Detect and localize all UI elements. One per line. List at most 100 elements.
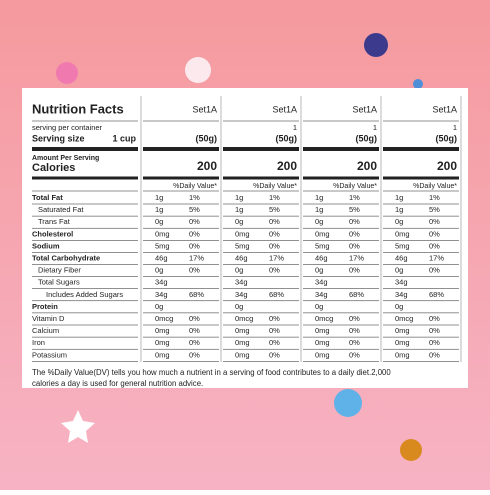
servings: 1 <box>453 123 457 132</box>
servings: 1 <box>293 123 297 132</box>
nutrient-label: Trans Fat <box>38 217 71 226</box>
amount: 0mg <box>235 229 250 238</box>
amount: 46g <box>395 253 408 262</box>
amount: 1g <box>235 193 243 202</box>
nutrient-label: Iron <box>32 338 45 347</box>
daily-value: 0% <box>269 338 280 347</box>
calories: 200 <box>357 159 377 173</box>
daily-value: 0% <box>269 350 280 359</box>
serving-weight: (50g) <box>275 133 297 143</box>
serving-size-label: Serving size <box>32 133 85 143</box>
amount: 0mg <box>235 338 250 347</box>
serving-weight: (50g) <box>435 133 457 143</box>
daily-value: 0% <box>349 350 360 359</box>
daily-value: 68% <box>189 290 204 299</box>
decor-ball <box>400 439 422 461</box>
amount: 34g <box>155 278 168 287</box>
decor-candy <box>334 389 362 417</box>
daily-value: 0% <box>349 229 360 238</box>
column-name: Set1A <box>432 104 457 114</box>
calories: 200 <box>437 159 457 173</box>
amount: 1g <box>395 193 403 202</box>
amount: 34g <box>155 290 168 299</box>
daily-value: 0% <box>429 326 440 335</box>
daily-value: 0% <box>429 229 440 238</box>
daily-value: 0% <box>269 229 280 238</box>
serving-weight: (50g) <box>195 133 217 143</box>
amount: 5mg <box>235 241 250 250</box>
daily-value: 1% <box>189 193 200 202</box>
amount: 0g <box>155 302 163 311</box>
nutrient-label: Total Carbohydrate <box>32 253 100 262</box>
daily-value: 0% <box>269 326 280 335</box>
amount: 0g <box>395 302 403 311</box>
amount: 0mg <box>395 326 410 335</box>
amount: 34g <box>315 290 328 299</box>
amount: 0g <box>235 266 243 275</box>
amount: 0mg <box>395 229 410 238</box>
amount: 0g <box>315 266 323 275</box>
amount: 0mcg <box>395 314 413 323</box>
daily-value: 0% <box>349 241 360 250</box>
daily-value: 5% <box>349 205 360 214</box>
daily-value: 68% <box>269 290 284 299</box>
nutrient-label: Cholesterol <box>32 229 73 238</box>
amount: 1g <box>155 205 163 214</box>
daily-value: 0% <box>269 266 280 275</box>
serving-weight: (50g) <box>355 133 377 143</box>
daily-value: 5% <box>269 205 280 214</box>
daily-value: 5% <box>429 205 440 214</box>
amount: 34g <box>235 278 248 287</box>
amount: 0mcg <box>235 314 253 323</box>
daily-value: 0% <box>429 217 440 226</box>
amount: 34g <box>395 278 408 287</box>
daily-value: 17% <box>349 253 364 262</box>
daily-value: 68% <box>429 290 444 299</box>
amount: 0g <box>155 266 163 275</box>
daily-value: 0% <box>189 314 200 323</box>
amount: 0mg <box>315 326 330 335</box>
daily-value: 0% <box>269 217 280 226</box>
daily-value: 0% <box>349 326 360 335</box>
daily-value: 0% <box>349 266 360 275</box>
daily-value: 0% <box>269 241 280 250</box>
nutrient-label: Dietary Fiber <box>38 266 81 275</box>
daily-value: 0% <box>269 314 280 323</box>
nutrient-label: Vitamin D <box>32 314 65 323</box>
nutrient-label: Total Fat <box>32 193 63 202</box>
daily-value: 0% <box>429 350 440 359</box>
daily-value: 0% <box>189 229 200 238</box>
amount: 46g <box>235 253 248 262</box>
amount: 1g <box>315 205 323 214</box>
amount: 46g <box>315 253 328 262</box>
dv-header: %Daily Value* <box>173 183 217 190</box>
amount: 46g <box>155 253 168 262</box>
decor-ball <box>413 79 423 89</box>
footnote: calories a day is used for general nutri… <box>32 379 203 388</box>
amount: 0mg <box>315 338 330 347</box>
amount: 0g <box>395 266 403 275</box>
amount: 34g <box>395 290 408 299</box>
dv-header: %Daily Value* <box>333 183 377 190</box>
amount: 34g <box>235 290 248 299</box>
amount: 0g <box>235 217 243 226</box>
amount: 0g <box>235 302 243 311</box>
nutrient-label: Saturated Fat <box>38 205 84 214</box>
daily-value: 0% <box>349 338 360 347</box>
amount: 1g <box>155 193 163 202</box>
daily-value: 0% <box>189 350 200 359</box>
amount: 0mg <box>315 350 330 359</box>
daily-value: 0% <box>189 241 200 250</box>
amount-per-serving: Amount Per Serving <box>32 155 99 162</box>
serving-size-value: 1 cup <box>112 133 136 143</box>
decor-ball <box>364 33 388 57</box>
daily-value: 17% <box>429 253 444 262</box>
daily-value: 0% <box>349 217 360 226</box>
daily-value: 0% <box>189 326 200 335</box>
label-card <box>22 88 468 388</box>
servings: 1 <box>373 123 377 132</box>
nutrient-label: Includes Added Sugars <box>46 290 123 299</box>
dv-header: %Daily Value* <box>253 183 297 190</box>
calories-label: Calories <box>32 162 75 174</box>
daily-value: 0% <box>189 338 200 347</box>
